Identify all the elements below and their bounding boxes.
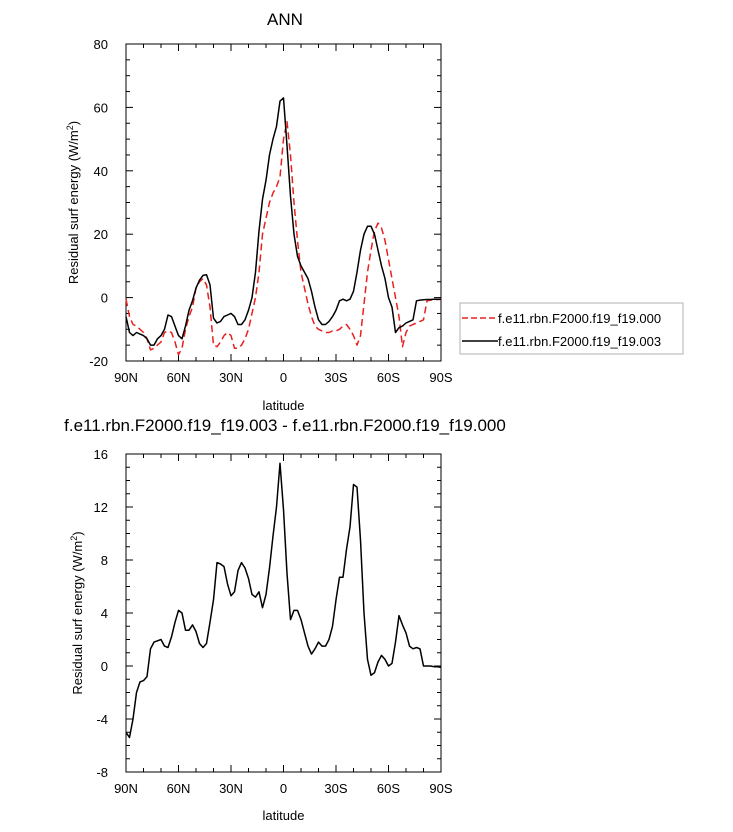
- axis-ticks: 90N 60N 30N 0 30S 60S 90S -20 0 20 40 60 80: [89, 37, 453, 385]
- y-tick-label: -8: [96, 765, 108, 780]
- x-tick-label: 90N: [114, 781, 138, 796]
- series-line-0: [125, 462, 442, 739]
- legend: f.e11.rbn.F2000.f19_f19.000 f.e11.rbn.F2…: [459, 302, 684, 355]
- legend-label-000: f.e11.rbn.F2000.f19_f19.000: [498, 311, 661, 326]
- series-line-0: [125, 120, 441, 356]
- bottom-panel: f.e11.rbn.F2000.f19_f19.003 - f.e11.rbn.…: [64, 416, 506, 823]
- y-tick-label: 16: [94, 447, 108, 462]
- chart-title: ANN: [267, 10, 303, 29]
- top-panel: ANN 90N 60N 30N 0 30S 60S 90S -20 0 20 40 60 80 lati…: [65, 10, 684, 413]
- y-tick-label: 20: [94, 227, 108, 242]
- x-tick-label: 30S: [324, 781, 347, 796]
- x-tick-label: 90S: [429, 370, 452, 385]
- x-tick-label: 60S: [377, 781, 400, 796]
- y-tick-label: 40: [94, 164, 108, 179]
- series-lines: [125, 97, 441, 356]
- x-tick-label: 30S: [324, 370, 347, 385]
- y-axis-label: Residual surf energy (W/m2): [65, 121, 81, 284]
- legend-box: [459, 302, 684, 355]
- y-axis-label-2: Residual surf energy (W/m2): [69, 531, 85, 694]
- x-tick-label: 60N: [167, 781, 191, 796]
- plot-frame: [125, 43, 442, 362]
- x-tick-label: 30N: [219, 370, 243, 385]
- axis-ticks-2: 90N 60N 30N 0 30S 60S 90S -8 -4 0 4 8 12 16: [94, 447, 453, 796]
- y-tick-label: -20: [89, 354, 108, 369]
- x-tick-label: 0: [280, 370, 287, 385]
- x-tick-label: 60S: [377, 370, 400, 385]
- series-lines-2: [125, 462, 442, 739]
- y-tick-label: 12: [94, 500, 108, 515]
- legend-label-003: f.e11.rbn.F2000.f19_f19.003: [498, 334, 661, 349]
- x-axis-label-2: latitude: [263, 808, 305, 823]
- y-tick-label: -4: [96, 712, 108, 727]
- x-tick-label: 30N: [219, 781, 243, 796]
- x-tick-label: 60N: [167, 370, 191, 385]
- y-tick-label: 4: [101, 606, 108, 621]
- x-tick-label: 90S: [429, 781, 452, 796]
- y-tick-label: 0: [101, 659, 108, 674]
- y-tick-label: 80: [94, 37, 108, 52]
- x-tick-label: 0: [280, 781, 287, 796]
- y-tick-label: 8: [101, 553, 108, 568]
- series-line-1: [125, 97, 441, 346]
- x-axis-label: latitude: [263, 398, 305, 413]
- y-tick-label: 0: [101, 291, 108, 306]
- difference-title: f.e11.rbn.F2000.f19_f19.003 - f.e11.rbn.…: [64, 416, 506, 435]
- y-tick-label: 60: [94, 100, 108, 115]
- x-tick-label: 90N: [114, 370, 138, 385]
